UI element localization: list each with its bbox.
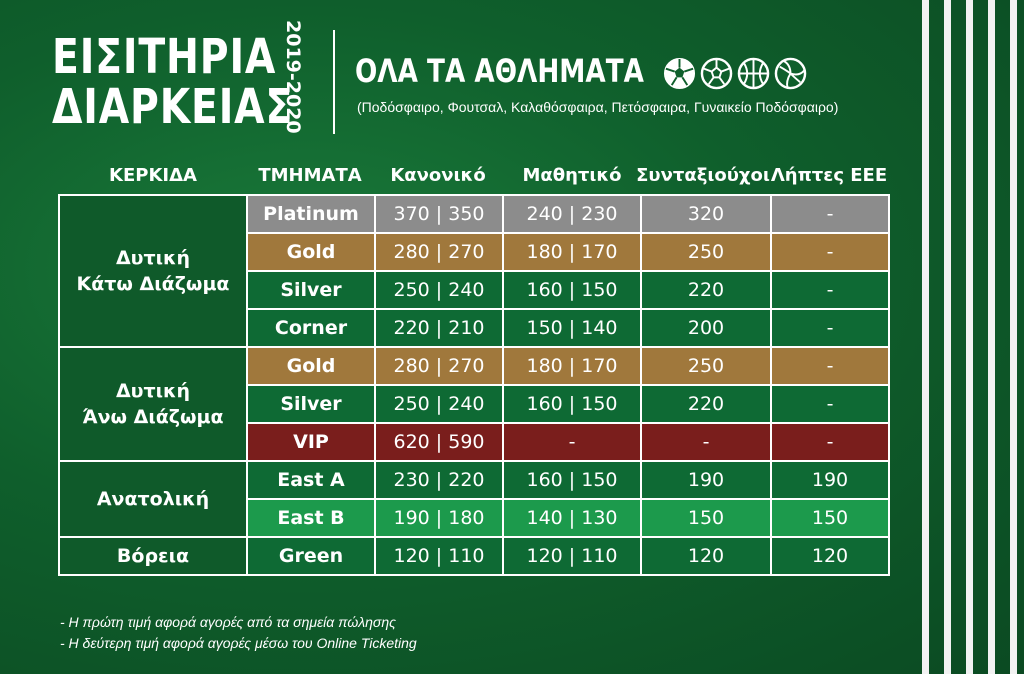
sports-title: ΟΛΑ ΤΑ ΑΘΛΗΜΑΤΑ — [355, 52, 644, 90]
price-eee: 120 — [770, 536, 890, 576]
column-header-regular: Κανονικό — [390, 165, 486, 186]
stand-name: Ανατολική — [96, 488, 210, 510]
price-pensioner: 200 — [640, 308, 772, 348]
price-regular: 120 | 110 — [374, 536, 504, 576]
price-regular: 190 | 180 — [374, 498, 504, 538]
title-line-2: ΔΙΑΡΚΕΙΑΣ — [52, 79, 294, 135]
stand-name: Δυτική — [115, 247, 191, 269]
price-regular: 230 | 220 — [374, 460, 504, 500]
table-row: Silver 250 | 240 160 | 150 220 - — [59, 270, 890, 310]
price-student: 150 | 140 — [502, 308, 642, 348]
soccer-ball-icon — [663, 57, 696, 90]
price-pensioner: 250 — [640, 346, 772, 386]
price-eee: 150 — [770, 498, 890, 538]
table-row: Ανατολική East A 230 | 220 160 | 150 190… — [58, 460, 890, 538]
page-title: ΕΙΣΙΤΗΡΙΑ ΔΙΑΡΚΕΙΑΣ — [52, 32, 346, 132]
stand-name-sub: Κάτω Διάζωμα — [76, 273, 230, 295]
price-regular: 280 | 270 — [374, 346, 504, 386]
table-row: Βόρεια Green 120 | 110 120 | 110 120 120 — [58, 536, 890, 576]
column-header-stand: ΚΕΡΚΙΔΑ — [109, 165, 197, 186]
tier-cell: Platinum — [246, 194, 376, 234]
price-regular: 280 | 270 — [374, 232, 504, 272]
tier-cell: East B — [246, 498, 376, 538]
volleyball-icon — [774, 57, 807, 90]
sport-icons — [663, 57, 807, 90]
price-student: 180 | 170 — [502, 232, 642, 272]
price-eee: - — [770, 232, 890, 272]
tier-cell: Gold — [246, 232, 376, 272]
futsal-ball-icon — [700, 57, 733, 90]
price-student: 180 | 170 — [502, 346, 642, 386]
price-pensioner: 190 — [640, 460, 772, 500]
price-regular: 370 | 350 — [374, 194, 504, 234]
price-student: - — [502, 422, 642, 462]
stand-cell: Δυτική Κάτω Διάζωμα — [58, 194, 248, 348]
title-line-1: ΕΙΣΙΤΗΡΙΑ — [52, 29, 277, 85]
price-pensioner: 220 — [640, 270, 772, 310]
footnote-store-price: - Η πρώτη τιμή αφορά αγορές από τα σημεί… — [60, 614, 396, 630]
sports-list: (Ποδόσφαιρο, Φουτσαλ, Καλαθόσφαιρα, Πετό… — [357, 99, 839, 115]
footnotes: - Η πρώτη τιμή αφορά αγορές από τα σημεί… — [60, 612, 417, 654]
price-table: Δυτική Κάτω Διάζωμα Platinum 370 | 350 2… — [58, 194, 890, 576]
price-pensioner: 320 — [640, 194, 772, 234]
price-student: 160 | 150 — [502, 384, 642, 424]
price-eee: - — [770, 384, 890, 424]
tier-cell: Gold — [246, 346, 376, 386]
season-label: 2019-2020 — [282, 20, 304, 134]
stand-cell: Βόρεια — [58, 536, 248, 576]
tier-cell: East A — [246, 460, 376, 500]
decorative-stripes — [914, 0, 1024, 674]
price-eee: - — [770, 194, 890, 234]
price-eee: - — [770, 308, 890, 348]
tier-cell: VIP — [246, 422, 376, 462]
tier-cell: Green — [246, 536, 376, 576]
table-row: Δυτική Άνω Διάζωμα Gold 280 | 270 180 | … — [58, 346, 890, 462]
price-regular: 250 | 240 — [374, 270, 504, 310]
footnote-online-price: - Η δεύτερη τιμή αφορά αγορές μέσω του O… — [60, 635, 417, 651]
column-header-student: Μαθητικό — [522, 165, 622, 186]
column-header-eee: Λήπτες ΕΕΕ — [770, 165, 888, 186]
stand-name-sub: Άνω Διάζωμα — [82, 406, 224, 428]
table-row: Δυτική Κάτω Διάζωμα Platinum 370 | 350 2… — [58, 194, 890, 348]
column-header-sections: ΤΜΗΜΑΤΑ — [258, 165, 362, 186]
basketball-icon — [737, 57, 770, 90]
price-regular: 250 | 240 — [374, 384, 504, 424]
tier-cell: Silver — [246, 270, 376, 310]
price-pensioner: 120 — [640, 536, 772, 576]
price-student: 140 | 130 — [502, 498, 642, 538]
price-eee: - — [770, 270, 890, 310]
title-divider — [333, 30, 335, 134]
price-regular: 220 | 210 — [374, 308, 504, 348]
tier-cell: Silver — [246, 384, 376, 424]
price-student: 120 | 110 — [502, 536, 642, 576]
stand-name: Δυτική — [115, 380, 191, 402]
price-regular: 620 | 590 — [374, 422, 504, 462]
column-header-pensioner: Συνταξιούχοι — [636, 165, 770, 186]
price-pensioner: 150 — [640, 498, 772, 538]
stand-name: Βόρεια — [116, 545, 190, 567]
stand-cell: Δυτική Άνω Διάζωμα — [58, 346, 248, 462]
stand-cell: Ανατολική — [58, 460, 248, 538]
price-eee: - — [770, 422, 890, 462]
price-pensioner: - — [640, 422, 772, 462]
price-eee: - — [770, 346, 890, 386]
price-pensioner: 250 — [640, 232, 772, 272]
tier-cell: Corner — [246, 308, 376, 348]
price-student: 240 | 230 — [502, 194, 642, 234]
price-student: 160 | 150 — [502, 460, 642, 500]
price-student: 160 | 150 — [502, 270, 642, 310]
price-eee: 190 — [770, 460, 890, 500]
price-pensioner: 220 — [640, 384, 772, 424]
